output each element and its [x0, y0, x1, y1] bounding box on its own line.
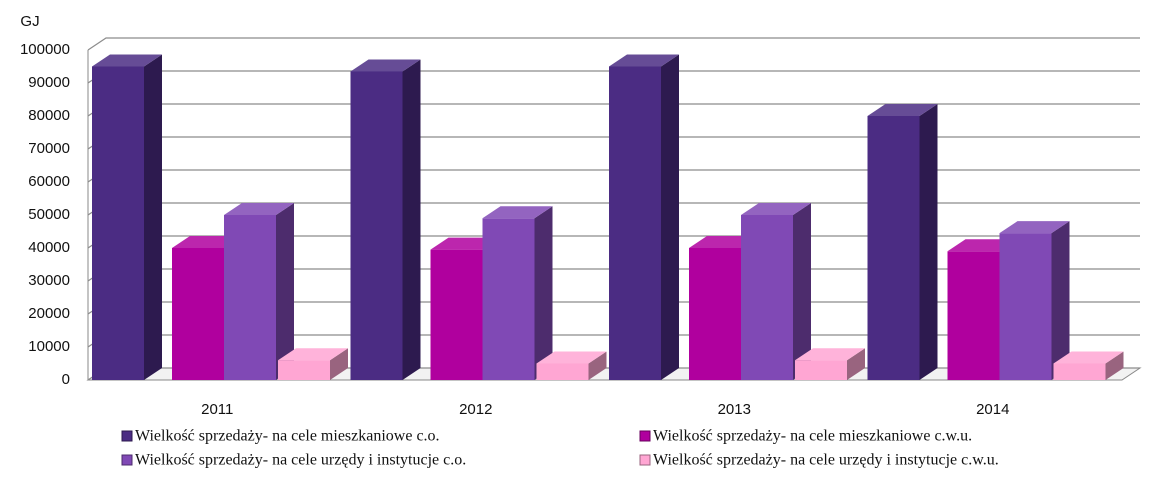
legend-swatch — [639, 454, 651, 466]
bar-top — [224, 203, 294, 215]
bar-top — [867, 104, 938, 116]
legend-label: Wielkość sprzedaży- na cele mieszkaniowe… — [653, 428, 972, 445]
bar — [482, 206, 553, 380]
bar-front — [278, 360, 330, 380]
x-tick-label: 2012 — [459, 401, 492, 418]
bar-side — [588, 351, 607, 380]
bar-front — [482, 218, 535, 380]
bar-front — [867, 116, 920, 380]
bar — [350, 59, 421, 380]
bar-top — [999, 221, 1070, 234]
bar-front — [689, 248, 741, 380]
bar-side — [144, 54, 162, 380]
y-tick-label: 100000 — [20, 41, 70, 58]
bar — [867, 104, 938, 380]
bar-top — [609, 54, 679, 67]
y-tick-label: 20000 — [28, 305, 70, 322]
legend-swatch — [121, 454, 133, 466]
y-tick-label: 40000 — [28, 239, 70, 256]
bar — [536, 351, 607, 380]
bar — [609, 54, 679, 380]
y-tick-label: 70000 — [28, 140, 70, 157]
bar-front — [350, 71, 403, 380]
bar-front — [741, 215, 793, 380]
bar — [224, 203, 294, 380]
bar — [92, 54, 162, 380]
bar-top — [536, 351, 607, 364]
bar-side — [919, 104, 938, 380]
bar-front — [92, 66, 144, 380]
y-tick-label: 80000 — [28, 107, 70, 124]
bar-side — [534, 206, 553, 380]
bar-side — [1105, 351, 1124, 380]
bar-top — [1053, 351, 1124, 364]
x-tick-label: 2011 — [201, 401, 233, 418]
bar-side — [1051, 221, 1070, 380]
bar-front — [999, 233, 1052, 380]
y-tick-label: 50000 — [28, 206, 70, 223]
bar-side — [276, 203, 294, 380]
bar-front — [172, 248, 224, 380]
bar-front — [947, 251, 1000, 380]
bar — [741, 203, 811, 380]
bar — [999, 221, 1070, 380]
bar-front — [1053, 363, 1106, 380]
bar-top — [278, 348, 348, 361]
legend-label: Wielkość sprzedaży- na cele urzędy i ins… — [135, 452, 466, 469]
y-axis-label: GJ — [20, 13, 39, 30]
bar-front — [224, 215, 276, 380]
bar-top — [741, 203, 811, 215]
legend-label: Wielkość sprzedaży- na cele urzędy i ins… — [653, 452, 999, 469]
bar-side — [330, 348, 348, 380]
y-tick-label: 0 — [62, 371, 70, 388]
bar-side — [402, 59, 421, 380]
grid-line — [87, 37, 1140, 51]
bar-top — [350, 59, 421, 72]
bar — [1053, 351, 1124, 380]
legend-swatch — [121, 430, 133, 442]
legend-label: Wielkość sprzedaży- na cele mieszkaniowe… — [135, 428, 440, 445]
legend-swatch — [639, 430, 651, 442]
y-tick-label: 60000 — [28, 173, 70, 190]
x-tick-label: 2013 — [718, 401, 751, 418]
bar-top — [482, 206, 553, 219]
y-tick-label: 90000 — [28, 74, 70, 91]
bar-front — [795, 360, 847, 380]
y-tick-label: 30000 — [28, 272, 70, 289]
bar-side — [793, 203, 811, 380]
bar — [278, 348, 348, 380]
bar-side — [661, 54, 679, 380]
bar — [795, 348, 865, 380]
bar-front — [609, 66, 661, 380]
bar-front — [536, 363, 589, 380]
bar-top — [795, 348, 865, 361]
x-tick-label: 2014 — [976, 401, 1009, 418]
bar-front — [430, 249, 483, 380]
y-tick-label: 10000 — [28, 338, 70, 355]
bar-top — [92, 54, 162, 67]
bar-side — [847, 348, 865, 380]
